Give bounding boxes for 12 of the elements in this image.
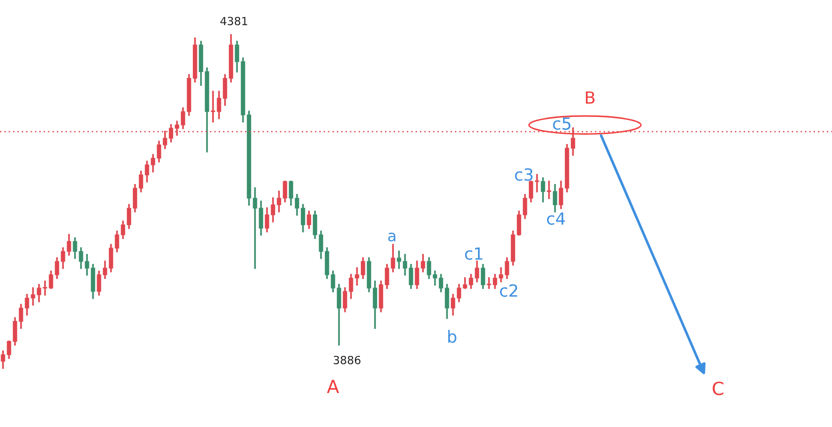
- annotation: c1: [465, 247, 482, 260]
- text: C: [712, 382, 724, 396]
- annotation: c4: [547, 212, 565, 225]
- text: 4381: [220, 16, 248, 26]
- annotation: c2: [500, 284, 518, 297]
- annotation: b: [448, 330, 456, 343]
- annotation: c3: [515, 168, 533, 181]
- annotation: a: [388, 232, 396, 242]
- annotation: c5: [553, 117, 570, 130]
- annotation: 3886: [334, 356, 360, 364]
- text: A: [326, 380, 340, 393]
- text: B: [586, 91, 595, 104]
